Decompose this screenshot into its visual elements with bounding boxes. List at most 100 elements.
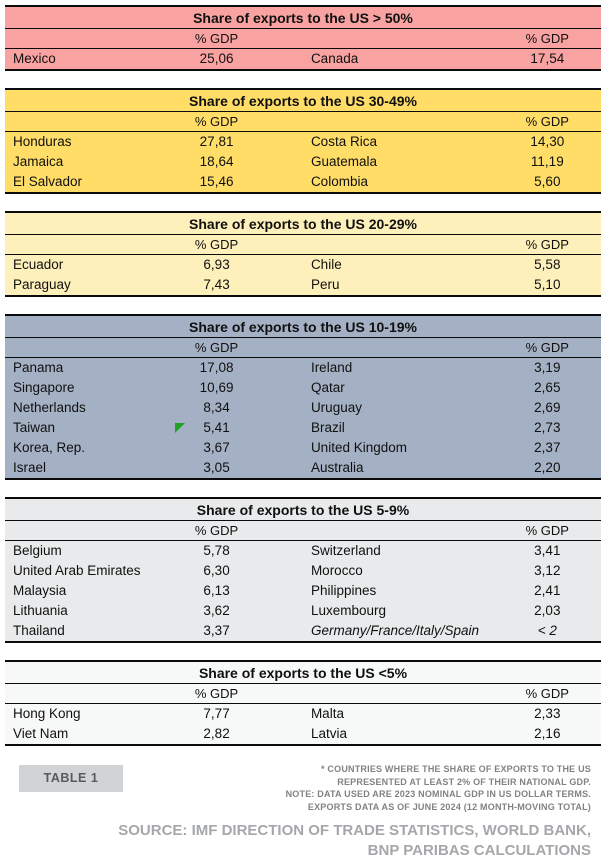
col-header-gdp-left: % GDP — [194, 523, 239, 538]
source-line: BNP PARIBAS CALCULATIONS — [367, 842, 591, 859]
country-left: Honduras — [13, 134, 72, 149]
table-row: Panama 17,08 Ireland 3,19 — [5, 358, 601, 378]
table-row: Netherlands 8,34 Uruguay 2,69 — [5, 398, 601, 418]
value-left: 18,64 — [199, 154, 234, 169]
country-left: Lithuania — [13, 603, 68, 618]
table-row: Lithuania 3,62 Luxembourg 2,03 — [5, 601, 601, 621]
table-row: Hong Kong 7,77 Malta 2,33 — [5, 704, 601, 724]
country-right: Chile — [310, 257, 342, 272]
country-right: Switzerland — [310, 543, 381, 558]
column-header-row: % GDP % GDP — [5, 235, 601, 255]
table-number-badge: TABLE 1 — [19, 765, 123, 792]
value-left: 8,34 — [203, 400, 230, 415]
value-right: 3,41 — [534, 543, 561, 558]
country-right: Luxembourg — [310, 603, 386, 618]
country-right: Uruguay — [310, 400, 362, 415]
country-left: Korea, Rep. — [13, 440, 86, 455]
country-right: Malta — [310, 706, 344, 721]
country-right: Morocco — [310, 563, 363, 578]
country-right: Ireland — [310, 360, 353, 375]
col-header-gdp-left: % GDP — [194, 114, 239, 129]
source-block: SOURCE: IMF DIRECTION OF TRADE STATISTIC… — [5, 821, 601, 861]
table-row: Paraguay 7,43 Peru 5,10 — [5, 275, 601, 295]
col-header-gdp-right: % GDP — [525, 31, 569, 46]
country-left: Jamaica — [13, 154, 64, 169]
country-right: Philippines — [310, 583, 377, 598]
country-left: Ecuador — [13, 257, 64, 272]
value-right: 2,73 — [534, 420, 561, 435]
country-left: Viet Nam — [13, 726, 69, 741]
country-left: Israel — [13, 460, 47, 475]
value-left: 5,78 — [203, 543, 230, 558]
footnote-line: * COUNTRIES WHERE THE SHARE OF EXPORTS T… — [321, 764, 591, 774]
col-header-gdp-left: % GDP — [194, 340, 239, 355]
country-right: Canada — [310, 51, 359, 66]
col-header-gdp-left: % GDP — [194, 686, 239, 701]
value-left: 17,08 — [199, 360, 234, 375]
value-left: 27,81 — [199, 134, 234, 149]
col-header-gdp-left: % GDP — [194, 31, 239, 46]
country-left: El Salvador — [13, 174, 83, 189]
column-header-row: % GDP % GDP — [5, 684, 601, 704]
country-right: Germany/France/Italy/Spain — [310, 623, 480, 638]
bracket-title: Share of exports to the US 10-19% — [5, 316, 601, 338]
country-right: Peru — [310, 277, 340, 292]
country-right: Guatemala — [310, 154, 377, 169]
value-left: 25,06 — [199, 51, 234, 66]
footnote-block: * COUNTRIES WHERE THE SHARE OF EXPORTS T… — [286, 763, 601, 813]
value-left: 6,30 — [203, 563, 230, 578]
value-right: 2,20 — [534, 460, 561, 475]
value-right: 2,33 — [534, 706, 561, 721]
bracket-section-10-19: Share of exports to the US 10-19% % GDP … — [5, 314, 601, 480]
value-left: 2,82 — [203, 726, 230, 741]
value-left: 15,46 — [199, 174, 234, 189]
value-right: 14,30 — [530, 134, 565, 149]
value-left: 3,05 — [203, 460, 230, 475]
green-cursor-icon — [174, 423, 185, 433]
table-row: Mexico 25,06 Canada 17,54 — [5, 49, 601, 69]
table-row: Taiwan 5,41 Brazil 2,73 — [5, 418, 601, 438]
country-left: Panama — [13, 360, 64, 375]
bracket-section-20-29: Share of exports to the US 20-29% % GDP … — [5, 211, 601, 297]
value-left: 7,43 — [203, 277, 230, 292]
country-left: Singapore — [13, 380, 75, 395]
column-header-row: % GDP % GDP — [5, 29, 601, 49]
value-right: 2,03 — [534, 603, 561, 618]
table-row: Ecuador 6,93 Chile 5,58 — [5, 255, 601, 275]
table-row: United Arab Emirates 6,30 Morocco 3,12 — [5, 561, 601, 581]
column-header-row: % GDP % GDP — [5, 521, 601, 541]
value-left: 6,93 — [203, 257, 230, 272]
country-right: Brazil — [310, 420, 345, 435]
country-left: Paraguay — [13, 277, 71, 292]
country-left: Thailand — [13, 623, 65, 638]
value-right: < 2 — [537, 623, 557, 638]
value-left: 3,62 — [203, 603, 230, 618]
col-header-gdp-right: % GDP — [525, 340, 569, 355]
table-row: Jamaica 18,64 Guatemala 11,19 — [5, 152, 601, 172]
bracket-section-30-49: Share of exports to the US 30-49% % GDP … — [5, 88, 601, 194]
footnote-line: REPRESENTED AT LEAST 2% OF THEIR NATIONA… — [337, 776, 591, 787]
value-left: 6,13 — [203, 583, 230, 598]
country-left: Malaysia — [13, 583, 67, 598]
table-row: Singapore 10,69 Qatar 2,65 — [5, 378, 601, 398]
value-right: 5,60 — [534, 174, 561, 189]
country-right: United Kingdom — [310, 440, 407, 455]
col-header-gdp-right: % GDP — [525, 114, 569, 129]
bracket-title: Share of exports to the US <5% — [5, 662, 601, 684]
col-header-gdp-right: % GDP — [525, 237, 569, 252]
value-left: 5,41 — [203, 420, 230, 435]
country-right: Colombia — [310, 174, 368, 189]
col-header-gdp-right: % GDP — [525, 523, 569, 538]
country-left: Netherlands — [13, 400, 86, 415]
footnote-line: NOTE: DATA USED ARE 2023 NOMINAL GDP IN … — [285, 789, 591, 799]
column-header-row: % GDP % GDP — [5, 112, 601, 132]
country-right: Australia — [310, 460, 364, 475]
bracket-title: Share of exports to the US 5-9% — [5, 499, 601, 521]
value-left: 3,37 — [203, 623, 230, 638]
source-line: SOURCE: IMF DIRECTION OF TRADE STATISTIC… — [118, 822, 591, 839]
bracket-section-over-50: Share of exports to the US > 50% % GDP %… — [5, 5, 601, 71]
value-left: 7,77 — [203, 706, 230, 721]
country-right: Costa Rica — [310, 134, 377, 149]
footnote-line: EXPORTS DATA AS OF JUNE 2024 (12 MONTH-M… — [307, 801, 591, 812]
value-right: 2,16 — [534, 726, 561, 741]
